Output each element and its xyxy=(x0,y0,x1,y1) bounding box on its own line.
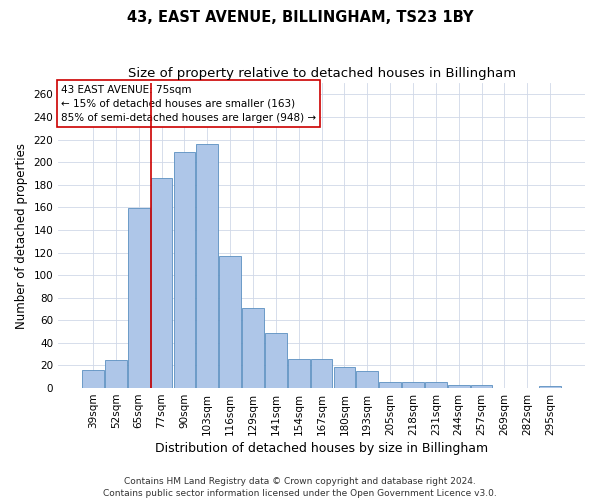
Bar xyxy=(379,382,401,388)
X-axis label: Distribution of detached houses by size in Billingham: Distribution of detached houses by size … xyxy=(155,442,488,455)
Bar xyxy=(288,358,310,388)
Bar xyxy=(448,384,470,388)
Bar xyxy=(402,382,424,388)
Text: 43 EAST AVENUE: 75sqm
← 15% of detached houses are smaller (163)
85% of semi-det: 43 EAST AVENUE: 75sqm ← 15% of detached … xyxy=(61,84,316,122)
Bar xyxy=(151,178,172,388)
Bar xyxy=(539,386,561,388)
Bar xyxy=(356,371,378,388)
Bar xyxy=(425,382,447,388)
Bar xyxy=(219,256,241,388)
Bar xyxy=(334,366,355,388)
Bar xyxy=(128,208,149,388)
Bar xyxy=(173,152,195,388)
Title: Size of property relative to detached houses in Billingham: Size of property relative to detached ho… xyxy=(128,68,515,80)
Bar xyxy=(82,370,104,388)
Bar xyxy=(196,144,218,388)
Bar xyxy=(242,308,264,388)
Bar xyxy=(311,358,332,388)
Bar xyxy=(105,360,127,388)
Bar xyxy=(471,384,493,388)
Bar xyxy=(265,332,287,388)
Y-axis label: Number of detached properties: Number of detached properties xyxy=(15,142,28,328)
Text: 43, EAST AVENUE, BILLINGHAM, TS23 1BY: 43, EAST AVENUE, BILLINGHAM, TS23 1BY xyxy=(127,10,473,25)
Text: Contains HM Land Registry data © Crown copyright and database right 2024.
Contai: Contains HM Land Registry data © Crown c… xyxy=(103,476,497,498)
